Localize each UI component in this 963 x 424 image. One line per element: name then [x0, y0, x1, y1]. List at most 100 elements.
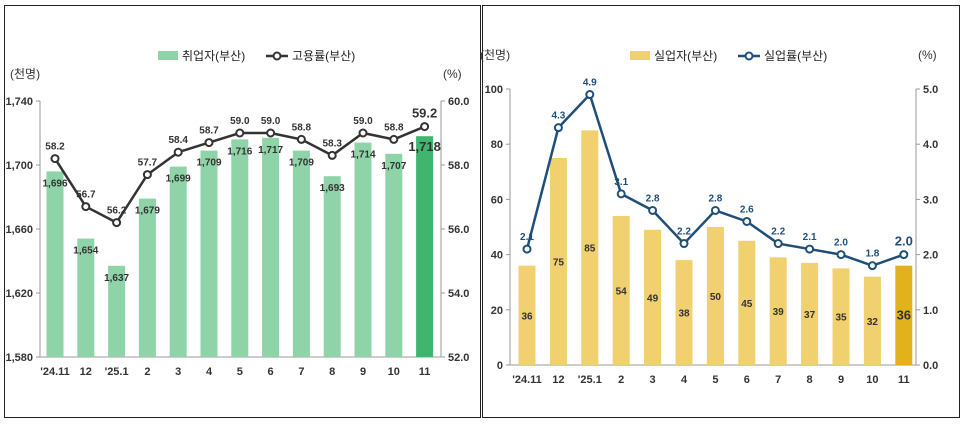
- bar-value-label: 1,716: [227, 146, 252, 157]
- bar-value-label: 1,709: [196, 158, 221, 169]
- unemployment-panel: [482, 5, 960, 418]
- bar-value-label: 32: [867, 317, 879, 328]
- bar-value-label: 50: [710, 292, 722, 303]
- x-tick-label: '25.1: [578, 374, 602, 386]
- y-tick-label-right: 5.0: [923, 84, 938, 96]
- bar: [769, 257, 787, 365]
- rate-value-label: 4.3: [551, 111, 565, 122]
- bar-value-label: 75: [553, 258, 565, 269]
- rate-marker: [296, 134, 306, 144]
- bar: [138, 198, 156, 357]
- legend-line-marker: [272, 51, 282, 61]
- bar: [801, 262, 819, 365]
- bar: [292, 150, 310, 357]
- bar: [581, 130, 599, 365]
- x-tick-label: 12: [80, 366, 92, 378]
- rate-marker: [836, 250, 846, 260]
- bar-value-label: 36: [521, 311, 533, 322]
- y-tick-label-left: 80: [491, 139, 503, 151]
- rate-value-label: 58.4: [168, 135, 188, 146]
- y-tick-label-left: 40: [491, 250, 503, 262]
- rate-value-label: 58.3: [322, 138, 342, 149]
- bar-value-label: 1,709: [289, 158, 314, 169]
- x-tick-label: 9: [838, 374, 844, 386]
- rate-value-label: 59.0: [230, 116, 250, 127]
- x-tick-label: 12: [552, 374, 564, 386]
- x-tick-label: 7: [298, 366, 304, 378]
- rate-value-label: 3.1: [614, 177, 628, 188]
- rate-value-label: 2.8: [646, 193, 660, 204]
- rate-marker: [742, 216, 752, 226]
- y-tick-label-left: 100: [485, 84, 503, 96]
- rate-marker: [112, 218, 122, 228]
- bar: [518, 265, 536, 365]
- bar: [262, 137, 280, 357]
- y-axis-unit-right: (%): [443, 67, 462, 81]
- rate-value-label: 2.0: [834, 238, 848, 249]
- bar: [416, 136, 434, 357]
- x-tick-label: 6: [744, 374, 750, 386]
- bar-value-label: 49: [647, 293, 659, 304]
- rate-marker: [553, 123, 563, 133]
- x-tick-label: 4: [206, 366, 213, 378]
- rate-marker: [805, 244, 815, 254]
- y-tick-label-right: 1.0: [923, 305, 938, 317]
- rate-value-label: 2.1: [520, 232, 534, 243]
- bar: [200, 150, 218, 357]
- rate-marker: [522, 244, 532, 254]
- y-tick-label-right: 4.0: [923, 139, 938, 151]
- bar: [644, 229, 662, 365]
- x-tick-label: 9: [360, 366, 366, 378]
- y-tick-label-right: 58.0: [448, 160, 469, 172]
- y-tick-label-left: 1,700: [5, 160, 33, 172]
- legend-line-label: 실업률(부산): [764, 49, 827, 63]
- x-tick-label: 6: [268, 366, 274, 378]
- rate-marker: [616, 189, 626, 199]
- rate-marker: [710, 205, 720, 215]
- rate-value-label: 56.7: [76, 190, 96, 201]
- rate-value-label: 58.7: [199, 126, 219, 137]
- rate-marker: [235, 128, 245, 138]
- bar: [77, 238, 95, 357]
- bar-value-label: 1,717: [258, 145, 283, 156]
- x-tick-label: 8: [807, 374, 813, 386]
- y-tick-label-left: 1,740: [5, 96, 33, 108]
- rate-marker: [679, 239, 689, 249]
- x-tick-label: 3: [175, 366, 181, 378]
- legend-bar-label: 실업자(부산): [654, 49, 717, 63]
- rate-value-label: 58.2: [45, 142, 65, 153]
- y-axis-unit-right: (%): [918, 48, 937, 62]
- legend-bar-label: 취업자(부산): [182, 49, 245, 63]
- x-tick-label: 7: [775, 374, 781, 386]
- bar: [895, 265, 913, 365]
- bar-value-label: 45: [741, 299, 753, 310]
- rate-value-label: 59.0: [261, 116, 281, 127]
- bar-value-label: 1,679: [135, 206, 160, 217]
- rate-value-label: 2.2: [677, 227, 691, 238]
- x-tick-label: 11: [898, 374, 910, 386]
- x-tick-label: 5: [237, 366, 243, 378]
- rate-marker: [358, 128, 368, 138]
- rate-marker: [773, 239, 783, 249]
- y-tick-label-left: 60: [491, 194, 503, 206]
- y-tick-label-left: 20: [491, 305, 503, 317]
- rate-value-label: 59.2: [412, 106, 437, 121]
- rate-value-label: 2.6: [740, 204, 754, 215]
- y-tick-label-right: 3.0: [923, 194, 938, 206]
- bar-value-label: 38: [678, 309, 690, 320]
- y-tick-label-right: 52.0: [448, 352, 469, 364]
- x-tick-label: 2: [618, 374, 624, 386]
- y-tick-label-left: 1,660: [5, 224, 33, 236]
- rate-value-label: 2.8: [708, 193, 722, 204]
- bar: [738, 240, 756, 365]
- y-tick-label-left: 0: [497, 360, 503, 372]
- bar-value-label: 1,696: [42, 178, 67, 189]
- y-tick-label-right: 60.0: [448, 96, 469, 108]
- bar: [323, 176, 341, 357]
- bar-value-label: 1,637: [104, 273, 129, 284]
- employment-panel: [4, 5, 481, 418]
- bar: [231, 139, 249, 357]
- bar: [385, 153, 403, 357]
- rate-marker: [142, 170, 152, 180]
